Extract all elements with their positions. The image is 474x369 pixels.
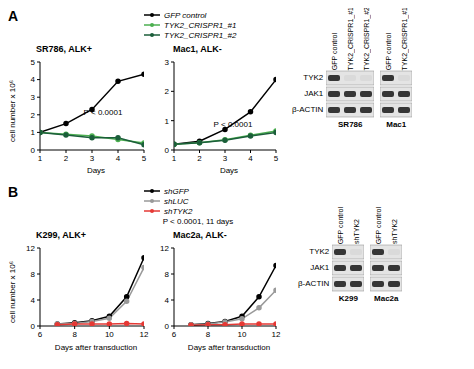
html-text:cell number x 10⁶: cell number x 10⁶ (8, 80, 17, 142)
svg-text:5: 5 (31, 58, 36, 67)
svg-text:3: 3 (223, 154, 228, 163)
svg-text:12: 12 (272, 330, 281, 339)
html-text:Days: Days (219, 166, 239, 175)
svg-text:8: 8 (206, 330, 211, 339)
html-text:B: B (8, 184, 19, 200)
html-text:GFP control: GFP control (384, 32, 392, 70)
svg-text:4: 4 (248, 154, 253, 163)
html-text:SR786: SR786 (338, 120, 363, 129)
html-text:TYK2_CRISPR1_#1: TYK2_CRISPR1_#1 (400, 6, 408, 70)
html-text:P < 0.0001: P < 0.0001 (213, 120, 253, 129)
html-text:TYK2_CRISPR1_#1: TYK2_CRISPR1_#1 (164, 20, 237, 30)
html-text:β-ACTIN: β-ACTIN (298, 279, 330, 288)
html-text:A: A (8, 8, 19, 24)
html-text:Mac2a, ALK-: Mac2a, ALK- (173, 230, 227, 240)
html-text:TYK2_CRISPR1_#2: TYK2_CRISPR1_#2 (164, 30, 237, 40)
html-text:shLUC: shLUC (164, 196, 189, 206)
svg-text:12: 12 (140, 330, 149, 339)
html-text:shTYK2: shTYK2 (352, 219, 360, 244)
svg-text:2: 2 (197, 154, 202, 163)
svg-text:12: 12 (26, 244, 35, 253)
svg-text:0: 0 (31, 322, 36, 331)
html-text:shTYK2: shTYK2 (390, 219, 398, 244)
svg-text:3: 3 (90, 154, 95, 163)
svg-text:0: 0 (165, 146, 170, 155)
svg-text:5: 5 (274, 154, 279, 163)
svg-text:10: 10 (105, 330, 114, 339)
svg-text:4: 4 (165, 296, 170, 305)
svg-text:8: 8 (72, 330, 77, 339)
svg-text:2: 2 (31, 111, 36, 120)
html-text:shTYK2: shTYK2 (164, 206, 193, 216)
html-text:β-ACTIN: β-ACTIN (292, 105, 324, 114)
html-text:P < 0.0001, 11 days: P < 0.0001, 11 days (162, 217, 234, 226)
html-text:SR786, ALK+: SR786, ALK+ (36, 44, 92, 54)
svg-text:1: 1 (31, 128, 36, 137)
html-text:Mac1, ALK-: Mac1, ALK- (173, 44, 222, 54)
html-text:Days after transduction: Days after transduction (54, 343, 138, 352)
svg-text:4: 4 (31, 75, 36, 84)
html-text:GFP control: GFP control (336, 206, 344, 244)
html-text:TYK2_CRISPR1_#1: TYK2_CRISPR1_#1 (346, 6, 354, 70)
svg-text:6: 6 (172, 330, 177, 339)
html-text:GFP control: GFP control (330, 32, 338, 70)
svg-text:1: 1 (165, 117, 170, 126)
html-text:Mac1: Mac1 (386, 120, 407, 129)
svg-text:8: 8 (165, 270, 170, 279)
svg-text:2: 2 (64, 154, 69, 163)
html-text:GFP control: GFP control (374, 206, 382, 244)
html-text:TYK2: TYK2 (309, 247, 330, 256)
html-text:P < 0.0001: P < 0.0001 (83, 108, 123, 117)
svg-text:5: 5 (142, 154, 147, 163)
html-text:K299: K299 (338, 294, 358, 303)
html-text:GFP control: GFP control (164, 10, 207, 20)
svg-text:3: 3 (165, 58, 170, 67)
svg-text:3: 3 (31, 93, 36, 102)
svg-text:2: 2 (165, 87, 170, 96)
svg-text:1: 1 (172, 154, 177, 163)
html-text:K299, ALK+: K299, ALK+ (36, 230, 86, 240)
svg-text:0: 0 (165, 322, 170, 331)
html-text:TYK2_CRISPR1_#2: TYK2_CRISPR1_#2 (362, 6, 370, 70)
html-text:JAK1: JAK1 (310, 263, 330, 272)
html-text:Days: Days (86, 166, 106, 175)
svg-text:4: 4 (31, 296, 36, 305)
html-text:Mac2a: Mac2a (374, 294, 399, 303)
html-text:shGFP: shGFP (164, 186, 189, 196)
svg-text:1: 1 (38, 154, 43, 163)
html-text:TYK2: TYK2 (303, 73, 324, 82)
svg-text:0: 0 (31, 146, 36, 155)
html-text:cell number x 10⁶: cell number x 10⁶ (8, 261, 17, 323)
html-text:JAK1: JAK1 (304, 89, 324, 98)
html-text:Days after transduction: Days after transduction (187, 343, 271, 352)
svg-text:12: 12 (160, 244, 169, 253)
svg-text:10: 10 (238, 330, 247, 339)
svg-text:6: 6 (38, 330, 43, 339)
svg-text:8: 8 (31, 270, 36, 279)
svg-text:4: 4 (116, 154, 121, 163)
